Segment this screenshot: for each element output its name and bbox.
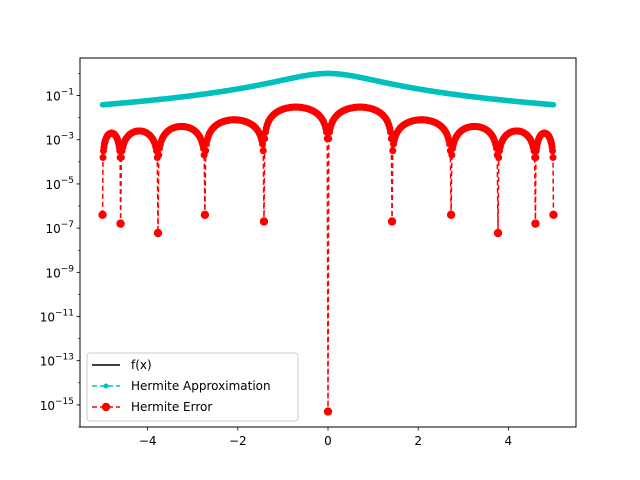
series-hermite-error-dip-marker <box>259 217 269 226</box>
x-axis: −4 −2 0 2 4 <box>139 427 512 448</box>
legend-marker <box>103 383 109 389</box>
series-hermite-error-dip-marker <box>323 407 333 416</box>
series-hermite-error-dip-marker <box>493 228 503 238</box>
series-hermite-error-point <box>259 147 267 155</box>
series-hermite-error-point <box>389 147 397 155</box>
series-hermite-error-point <box>261 135 269 143</box>
series-hermite-error-dip-marker <box>549 210 558 220</box>
x-tick-label: 4 <box>505 434 513 448</box>
x-tick-label: −4 <box>139 434 157 448</box>
legend-label: Hermite Error <box>131 400 212 414</box>
series-hermite-error-dip-marker <box>200 210 210 220</box>
series-hermite-error-point <box>155 151 163 159</box>
series-hermite-error-point <box>99 154 107 162</box>
series-hermite-error-point <box>549 154 557 162</box>
series-hermite-error-dip-marker <box>116 219 125 228</box>
series-hermite-error-dip-marker <box>153 228 163 238</box>
series-hermite-error-point <box>495 154 503 162</box>
series-hermite-error-point <box>202 147 210 155</box>
series-hermite-error-point <box>117 154 125 162</box>
legend-label: f(x) <box>131 358 152 372</box>
series-hermite-approximation-point <box>550 101 557 108</box>
series-hermite-error-point <box>258 140 266 148</box>
legend-marker <box>101 402 111 412</box>
x-tick-label: −2 <box>229 434 247 448</box>
series-hermite-error-dip-marker <box>98 210 107 220</box>
x-tick-label: 2 <box>414 434 422 448</box>
series-hermite-error-point <box>549 147 557 155</box>
series-hermite-error-point <box>448 151 456 159</box>
series-hermite-error-point <box>325 135 333 143</box>
series-hermite-error-point <box>532 154 540 162</box>
x-tick-label: 0 <box>324 434 332 448</box>
series-hermite-error-dip-marker <box>531 219 540 228</box>
series-hermite-error-dip-marker <box>387 217 397 226</box>
legend: f(x) Hermite Approximation Hermite Error <box>86 352 299 422</box>
series-hermite-error-dip-marker <box>446 210 456 220</box>
series-hermite-error-point <box>387 128 395 136</box>
legend-box <box>86 352 299 422</box>
plot-series <box>98 70 558 416</box>
legend-label: Hermite Approximation <box>131 379 271 393</box>
